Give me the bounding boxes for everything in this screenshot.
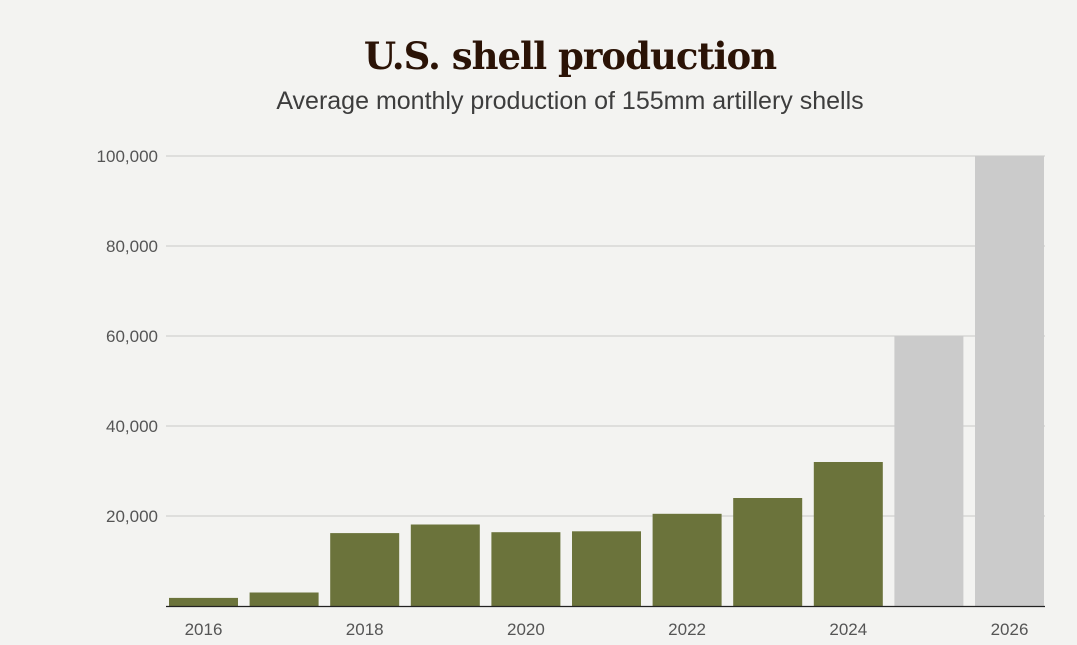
bar-2023 (733, 498, 803, 606)
x-tick-label: 2026 (991, 620, 1029, 639)
chart-subtitle: Average monthly production of 155mm arti… (276, 87, 864, 115)
bar-2022 (652, 513, 722, 607)
y-tick-label: 20,000 (106, 507, 158, 526)
bar-2024 (813, 462, 883, 606)
bar-2021 (572, 531, 641, 606)
x-tick-label: 2016 (185, 620, 223, 639)
x-tick-label: 2020 (507, 620, 545, 639)
x-tick-label: 2024 (829, 620, 867, 639)
axes: 20,000 40,000 60,000 80,000 100,000 2016 2018 2… (97, 147, 1045, 639)
bar-2026 (975, 156, 1044, 606)
y-tick-label: 80,000 (106, 237, 158, 256)
bar-2017 (249, 592, 319, 606)
y-tick-label: 40,000 (106, 417, 158, 436)
x-tick-label: 2018 (346, 620, 384, 639)
bars (169, 156, 1044, 607)
bar-2018 (330, 533, 400, 606)
x-tick-label: 2022 (668, 620, 706, 639)
y-tick-label: 60,000 (106, 327, 158, 346)
bar-2016 (169, 597, 238, 606)
y-tick-label: 100,000 (97, 147, 158, 166)
bar-2020 (491, 532, 561, 606)
bar-2025 (894, 336, 964, 606)
bar-2019 (410, 524, 480, 606)
chart-title: U.S. shell production (363, 34, 777, 78)
